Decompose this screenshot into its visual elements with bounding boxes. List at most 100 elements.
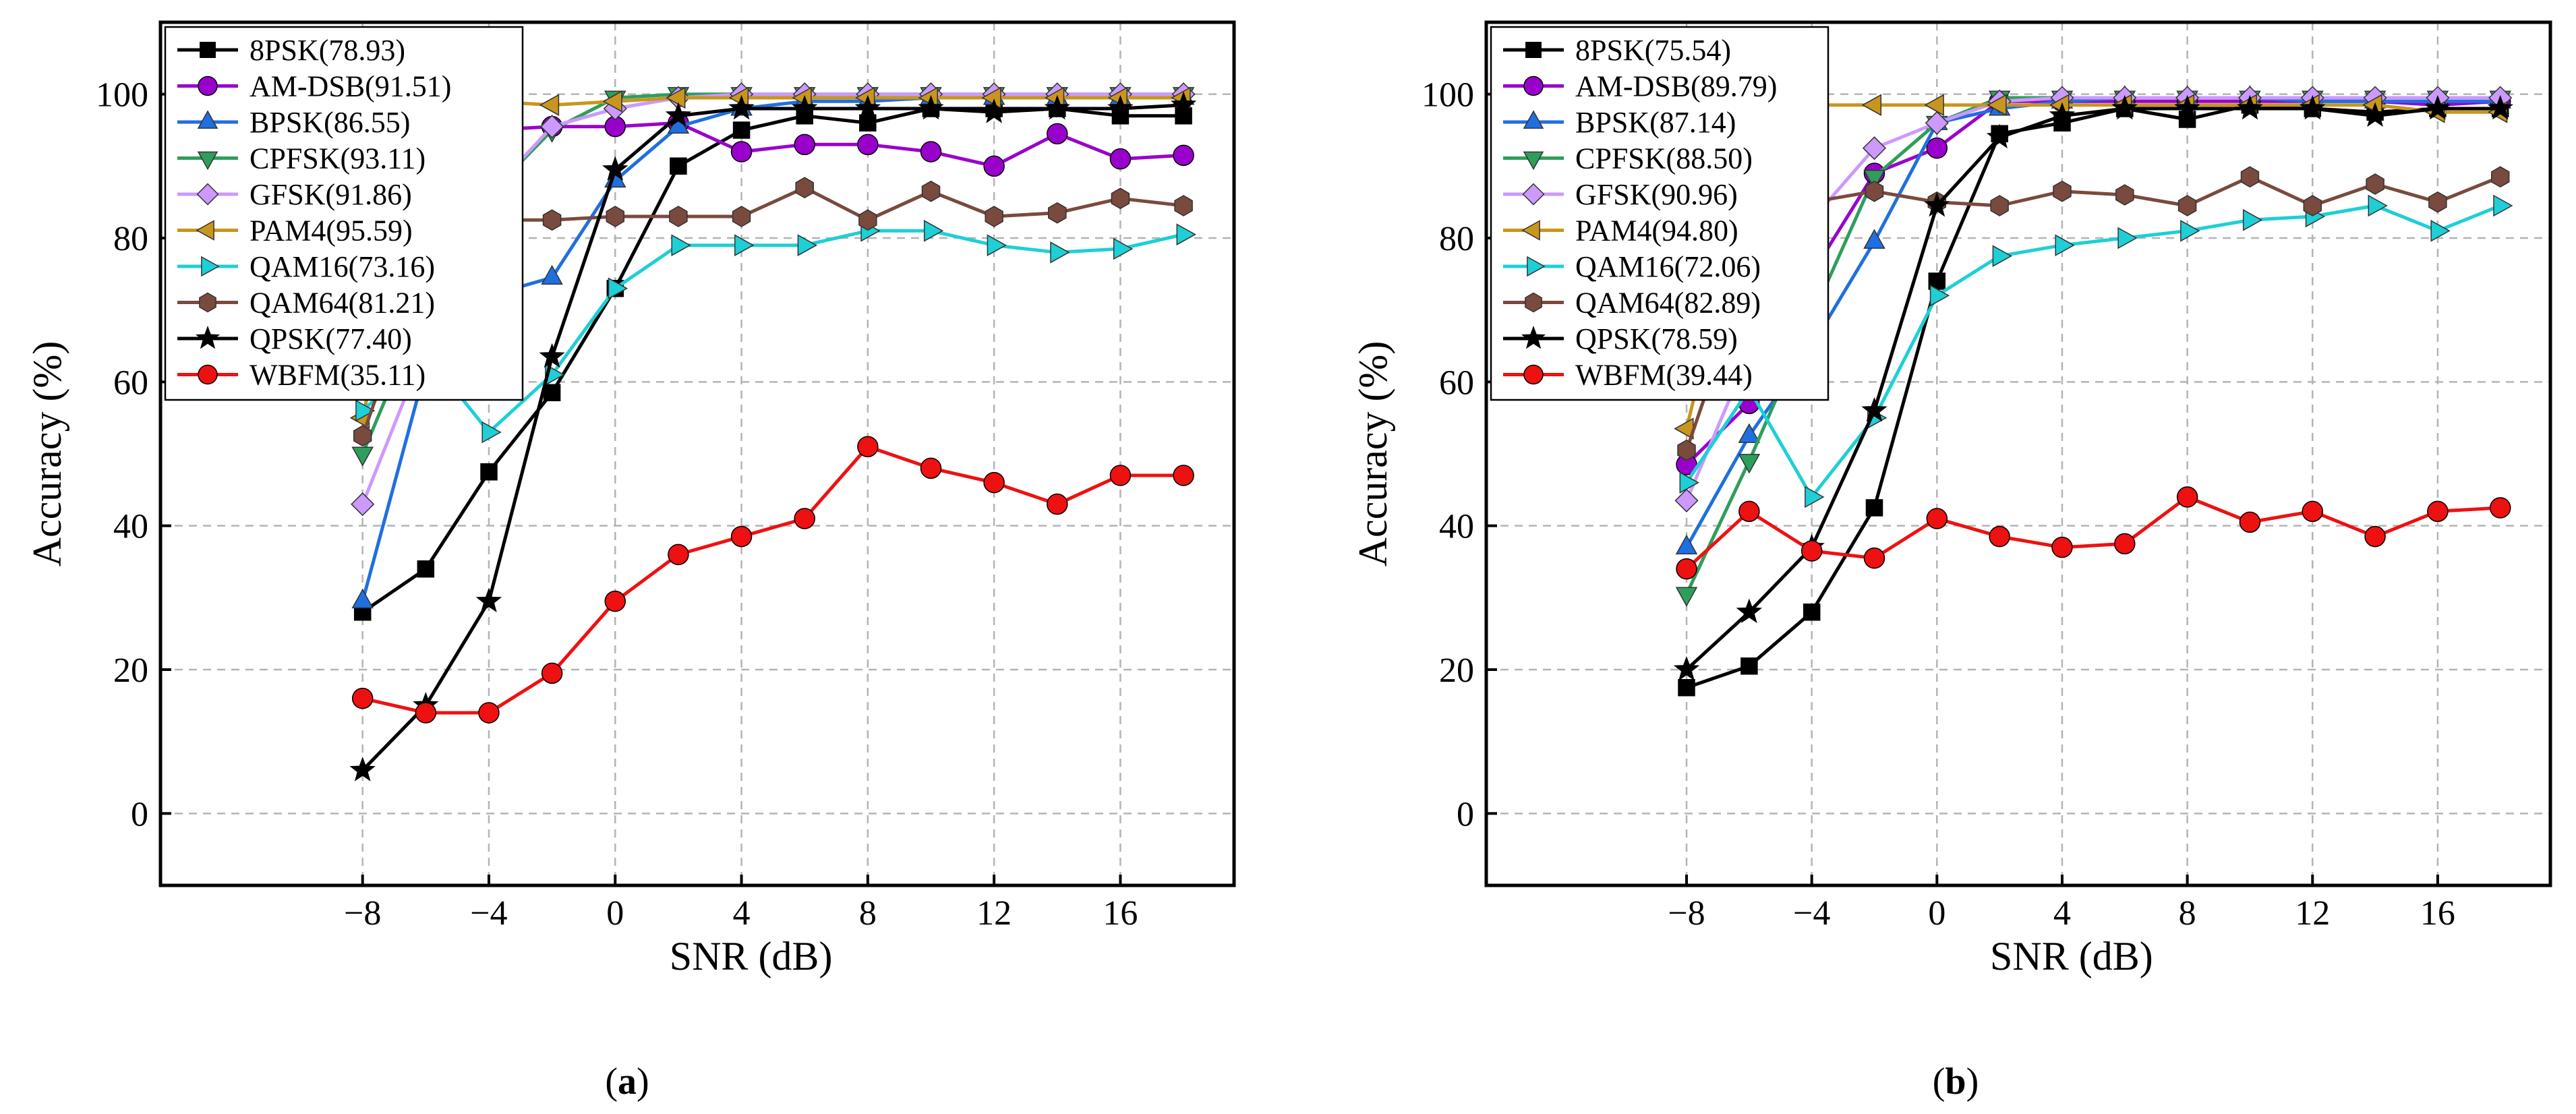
x-tick-label: −8 (1668, 894, 1705, 933)
data-point (730, 141, 753, 163)
legend-marker (197, 110, 218, 129)
data-point (415, 702, 437, 724)
data-point (541, 264, 563, 285)
data-point (2174, 94, 2200, 120)
legend-label: BPSK(86.55) (250, 106, 410, 139)
data-point (918, 94, 944, 120)
data-point (2180, 220, 2200, 242)
data-point (1675, 587, 1698, 607)
data-point (2242, 209, 2263, 231)
legend-marker (196, 220, 214, 241)
data-point (668, 544, 689, 566)
data-point (2489, 497, 2511, 519)
data-point (987, 234, 1007, 256)
data-point (351, 446, 374, 467)
data-point (2055, 234, 2075, 256)
data-point (2053, 180, 2072, 202)
y-tick-label: 80 (1439, 220, 1474, 258)
legend-label: AM-DSB(91.51) (250, 70, 451, 103)
plot-frame (1484, 20, 2552, 887)
legend-item: AM-DSB(91.51) (177, 70, 451, 103)
data-point (478, 702, 500, 724)
x-axis-title: SNR (dB) (670, 934, 833, 978)
legend-label: WBFM(35.11) (250, 359, 426, 392)
data-point (1986, 123, 2013, 148)
data-point (351, 687, 374, 709)
data-point (349, 757, 376, 782)
data-point (2430, 220, 2451, 242)
legend-label: QAM64(82.89) (1575, 287, 1761, 320)
data-point (2362, 102, 2389, 127)
legend-label: GFSK(91.86) (250, 178, 412, 211)
data-point (1863, 229, 1885, 249)
legend-label: QPSK(77.40) (250, 322, 412, 355)
data-point (1738, 423, 1761, 443)
series-qpsk (349, 91, 1197, 782)
data-point (1107, 94, 1134, 120)
legend-item: PAM4(95.59) (177, 214, 413, 247)
data-point (2111, 94, 2138, 120)
legend-item: QPSK(77.40) (177, 322, 412, 355)
data-point (2428, 191, 2447, 213)
legend-item: QAM16(72.06) (1503, 250, 1761, 283)
y-tick-label: 40 (1439, 508, 1474, 546)
legend-label: CPFSK(88.50) (1575, 142, 1753, 175)
data-point (923, 220, 944, 242)
data-point (539, 343, 565, 368)
y-tick-label: 60 (1439, 363, 1474, 402)
legend-label: WBFM(39.44) (1575, 359, 1753, 392)
data-point (858, 209, 877, 231)
panel-label: (a) (605, 1061, 649, 1103)
series-line (1685, 107, 2500, 671)
data-point (2368, 194, 2388, 217)
legend-label: QAM64(81.21) (250, 287, 435, 320)
y-axis-title: Accuracy (%) (25, 341, 69, 567)
legend-item: GFSK(91.86) (177, 178, 412, 211)
data-point (542, 209, 562, 231)
x-tick-label: 0 (1928, 894, 1945, 933)
data-point (608, 277, 628, 299)
legend-label: QAM16(72.06) (1575, 250, 1761, 283)
legend-marker (196, 183, 219, 206)
data-point (2493, 194, 2513, 217)
data-point (980, 98, 1007, 123)
legend-marker (1522, 183, 1545, 206)
data-point (481, 421, 502, 444)
y-tick-label: 80 (113, 220, 148, 258)
legend-item: BPSK(86.55) (177, 106, 410, 139)
data-point (857, 436, 879, 458)
data-point (1047, 493, 1068, 515)
data-point (1673, 655, 1700, 681)
data-point (353, 425, 372, 447)
data-point (1992, 245, 2012, 267)
legend-item: QAM64(81.21) (177, 287, 435, 320)
legend-label: QPSK(78.59) (1575, 322, 1738, 355)
data-point (1929, 285, 1950, 307)
legend-item: WBFM(39.44) (1503, 359, 1753, 392)
data-point (351, 492, 375, 517)
data-point (1048, 202, 1067, 224)
data-point (1173, 144, 1194, 167)
legend-label: AM-DSB(89.79) (1575, 70, 1777, 103)
data-point (2364, 525, 2386, 548)
legend-label: GFSK(90.96) (1575, 178, 1738, 211)
data-point (797, 234, 817, 256)
y-tick-label: 60 (113, 363, 148, 402)
x-tick-label: −4 (470, 894, 507, 933)
data-point (1863, 547, 1885, 569)
data-point (2239, 511, 2261, 533)
data-point (669, 206, 688, 227)
data-point (540, 115, 564, 139)
legend-item: QAM16(73.16) (177, 250, 435, 283)
legend-marker (1523, 151, 1544, 171)
data-point (1926, 508, 1948, 529)
data-point (1678, 678, 1695, 697)
legend-marker (197, 151, 218, 171)
x-tick-label: 4 (2053, 894, 2071, 933)
data-point (1865, 180, 1884, 202)
data-point (2300, 94, 2326, 120)
data-point (2114, 533, 2136, 555)
data-point (854, 94, 881, 120)
data-point (732, 206, 751, 227)
legend-item: PAM4(94.80) (1503, 214, 1738, 247)
